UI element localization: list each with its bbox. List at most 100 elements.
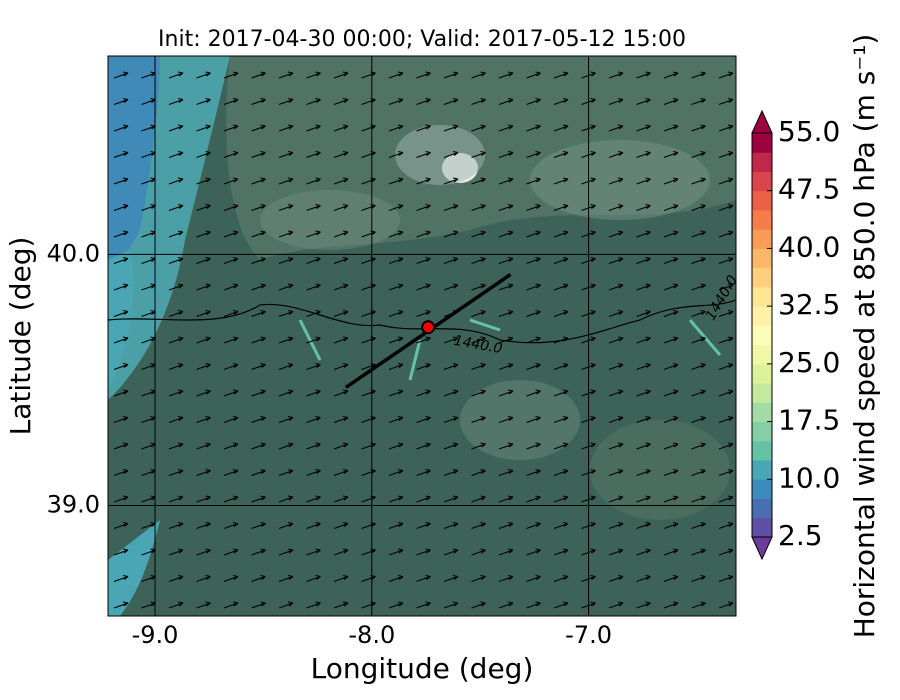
wind-arrow (526, 442, 541, 450)
colorbar-band (752, 479, 772, 500)
wind-arrow (526, 495, 541, 503)
wind-arrow (223, 468, 239, 477)
wind-arrow (443, 548, 459, 556)
wind-arrow (663, 362, 679, 371)
wind-arrow (223, 309, 239, 318)
colorbar-tick-label: 40.0 (778, 230, 840, 263)
wind-arrow (306, 362, 321, 371)
wind-arrow (306, 495, 321, 503)
wind-arrow (718, 442, 734, 450)
wind-arrow (306, 468, 321, 477)
wind-arrow (113, 283, 129, 291)
wind-arrow (388, 177, 404, 185)
wind-arrow (526, 601, 541, 609)
wind-arrow (223, 203, 239, 212)
wind-arrow (498, 495, 514, 503)
wind-arrow (251, 177, 266, 185)
wind-arrow (306, 521, 321, 530)
wind-arrow (443, 495, 459, 503)
wind-arrow (663, 389, 679, 397)
x-tick-label: -7.0 (565, 621, 612, 649)
wind-arrow (663, 574, 679, 583)
colorbar-band (752, 306, 772, 326)
wind-arrow (718, 97, 734, 106)
wind-arrow (608, 256, 624, 265)
colorbar-extend-over (751, 109, 773, 134)
wind-arrow (278, 97, 294, 106)
colorbar-band (752, 209, 772, 230)
wind-arrow (113, 362, 129, 371)
wind-arrow (553, 389, 569, 397)
wind-arrow (278, 415, 294, 424)
wind-arrow (333, 203, 349, 212)
wind-arrow (691, 336, 706, 344)
colorbar-tick-label: 55.0 (778, 115, 840, 148)
wind-arrow (498, 521, 514, 530)
wind-arrow (223, 150, 239, 159)
wind-arrow (306, 415, 321, 424)
colorbar-tick-label: 2.5 (778, 519, 823, 552)
wind-arrow (471, 548, 486, 556)
wind-arrow (498, 336, 514, 344)
wind-arrow (223, 495, 239, 503)
wind-arrow (416, 71, 431, 79)
wind-arrow (278, 71, 294, 79)
wind-arrow (608, 150, 624, 159)
wind-arrow (251, 230, 266, 238)
wind-arrow (306, 230, 321, 238)
wind-arrow (526, 574, 541, 583)
wind-arrow (113, 177, 129, 185)
wind-arrow (113, 124, 129, 132)
wind-arrow (636, 521, 651, 530)
plot-frame (107, 55, 737, 617)
colorbar-band (752, 517, 772, 538)
wind-arrow (526, 177, 541, 185)
wind-arrow (663, 468, 679, 477)
wind-arrow (113, 71, 129, 79)
wind-arrow (251, 97, 266, 106)
wind-arrow (498, 124, 514, 132)
wind-arrow (636, 124, 651, 132)
colorbar-band (752, 152, 772, 172)
wind-arrow (443, 362, 459, 371)
wind-arrow (553, 442, 569, 450)
wind-arrow (526, 389, 541, 397)
wind-arrow (333, 230, 349, 238)
wind-arrow (498, 150, 514, 159)
colorbar-band (752, 363, 772, 384)
wind-arrow (388, 336, 404, 344)
wind-arrow (691, 601, 706, 609)
wind-arrow (416, 309, 431, 318)
wind-arrow (278, 230, 294, 238)
wind-arrow (608, 548, 624, 556)
wind-arrow (168, 336, 184, 344)
wind-arrow (306, 574, 321, 583)
wind-arrow (113, 336, 129, 344)
wind-arrow (608, 601, 624, 609)
y-axis-label: Latitude (deg) (4, 237, 37, 436)
wind-arrow (526, 97, 541, 106)
wind-arrow (691, 548, 706, 556)
wind-arrow (691, 97, 706, 106)
wind-arrow (223, 574, 239, 583)
wind-arrow (388, 468, 404, 477)
wind-arrow (553, 336, 569, 344)
wind-arrow (251, 150, 266, 159)
wind-arrow (443, 442, 459, 450)
wind-arrow (306, 283, 321, 291)
wind-arrow (636, 71, 651, 79)
wind-arrow (196, 521, 211, 530)
wind-arrow (223, 548, 239, 556)
wind-arrow (306, 256, 321, 265)
wind-arrow (278, 256, 294, 265)
wind-arrow (526, 256, 541, 265)
wind-arrow (333, 177, 349, 185)
wind-arrow (691, 468, 706, 477)
colorbar-band (752, 344, 772, 365)
wind-arrow (113, 468, 129, 477)
wind-arrow (443, 177, 459, 185)
wind-arrow (471, 521, 486, 530)
wind-arrow (526, 336, 541, 344)
wind-arrow (443, 389, 459, 397)
wind-arrow (498, 548, 514, 556)
